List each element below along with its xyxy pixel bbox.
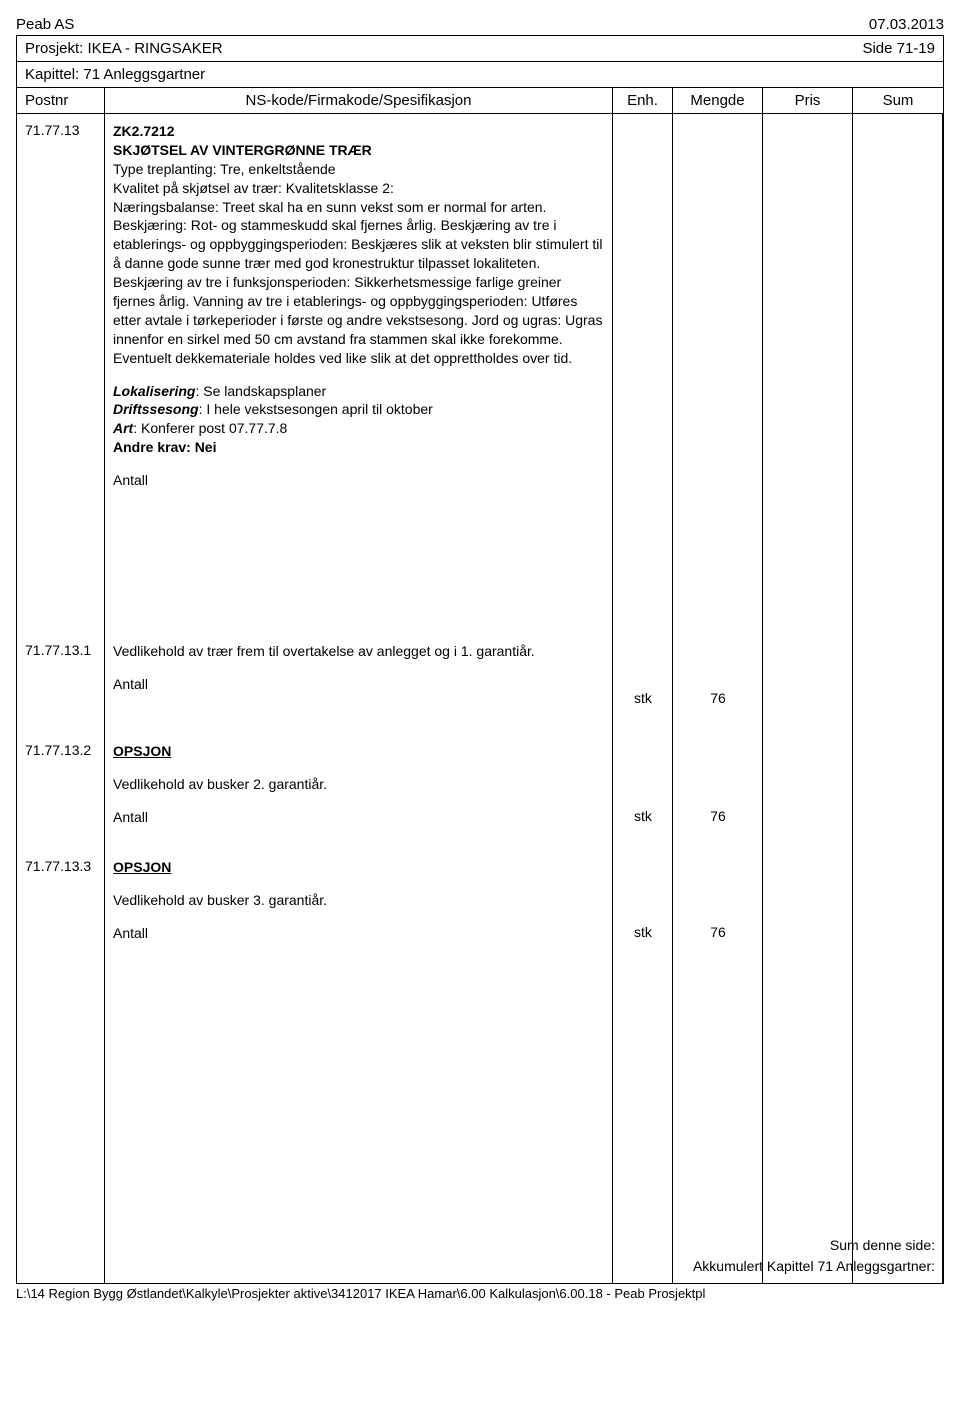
- antall-2: Antall: [113, 676, 148, 692]
- enh-13-3: stk: [613, 850, 673, 948]
- spec-71-77-13-3: OPSJON Vedlikehold av busker 3. garantiå…: [105, 850, 613, 948]
- page-number: Side 71-19: [862, 40, 935, 57]
- project-header: Prosjekt: IKEA - RINGSAKER Side 71-19: [16, 35, 944, 62]
- footer-path: L:\14 Region Bygg Østlandet\Kalkyle\Pros…: [16, 1286, 944, 1301]
- col-postnr: Postnr: [17, 88, 105, 113]
- body-text: Type treplanting: Tre, enkeltstående Kva…: [113, 161, 602, 366]
- enh-val-13-3: stk: [634, 924, 652, 940]
- andre-krav: Andre krav: Nei: [113, 439, 216, 455]
- driftssesong-value: : I hele vekstsesongen april til oktober: [199, 401, 433, 417]
- opsjon-2: OPSJON: [113, 743, 171, 759]
- antall-3: Antall: [113, 809, 148, 825]
- spec-71-77-13-2: OPSJON Vedlikehold av busker 2. garantiå…: [105, 734, 613, 832]
- row-71-77-13-3: 71.77.13.3 OPSJON Vedlikehold av busker …: [17, 850, 943, 948]
- col-sum: Sum: [853, 88, 943, 113]
- enh-13-2: stk: [613, 734, 673, 832]
- project-label: Prosjekt: IKEA - RINGSAKER: [25, 40, 223, 57]
- column-headers: Postnr NS-kode/Firmakode/Spesifikasjon E…: [16, 88, 944, 114]
- art-value: : Konferer post 07.77.7.8: [133, 420, 287, 436]
- company-name: Peab AS: [16, 16, 74, 33]
- row-71-77-13-1: 71.77.13.1 Vedlikehold av trær frem til …: [17, 634, 943, 714]
- postnr-71-77-13-2: 71.77.13.2: [17, 734, 105, 832]
- lokalisering-label: Lokalisering: [113, 383, 195, 399]
- col-mengde: Mengde: [673, 88, 763, 113]
- row-71-77-13-2: 71.77.13.2 OPSJON Vedlikehold av busker …: [17, 734, 943, 832]
- chapter-label: Kapittel: 71 Anleggsgartner: [25, 66, 205, 83]
- mengde-val-13-1: 76: [710, 690, 726, 706]
- spec-71-77-13-1: Vedlikehold av trær frem til overtakelse…: [105, 634, 613, 714]
- mengde-val-13-2: 76: [710, 808, 726, 824]
- mengde-empty-1: [673, 114, 763, 490]
- footer-summary: Sum denne side: Akkumulert Kapittel 71 A…: [693, 1235, 935, 1277]
- mengde-13-2: 76: [673, 734, 763, 832]
- lokalisering-value: : Se landskapsplaner: [195, 383, 326, 399]
- mengde-13-3: 76: [673, 850, 763, 948]
- mengde-val-13-3: 76: [710, 924, 726, 940]
- opsjon-3: OPSJON: [113, 859, 171, 875]
- col-spec: NS-kode/Firmakode/Spesifikasjon: [105, 88, 613, 113]
- postnr-71-77-13-3: 71.77.13.3: [17, 850, 105, 948]
- enh-13-1: stk: [613, 634, 673, 714]
- postnr-71-77-13-1: 71.77.13.1: [17, 634, 105, 714]
- document-date: 07.03.2013: [869, 16, 944, 33]
- text-13-3: Vedlikehold av busker 3. garantiår.: [113, 892, 327, 908]
- antall-4: Antall: [113, 925, 148, 941]
- enh-val-13-2: stk: [634, 808, 652, 824]
- code-zk2-7212: ZK2.7212: [113, 123, 174, 139]
- driftssesong-label: Driftssesong: [113, 401, 199, 417]
- page: Peab AS 07.03.2013 Prosjekt: IKEA - RING…: [0, 0, 960, 1407]
- title-skjotsel: SKJØTSEL AV VINTERGRØNNE TRÆR: [113, 142, 372, 158]
- enh-empty-1: [613, 114, 673, 490]
- enh-val-13-1: stk: [634, 690, 652, 706]
- text-13-1: Vedlikehold av trær frem til overtakelse…: [113, 643, 535, 659]
- art-label: Art: [113, 420, 133, 436]
- header-top: Peab AS 07.03.2013: [16, 16, 944, 33]
- row-71-77-13: 71.77.13 ZK2.7212 SKJØTSEL AV VINTERGRØN…: [17, 114, 943, 490]
- col-pris: Pris: [763, 88, 853, 113]
- mengde-13-1: 76: [673, 634, 763, 714]
- akkumulert: Akkumulert Kapittel 71 Anleggsgartner:: [693, 1256, 935, 1277]
- body-grid: 71.77.13 ZK2.7212 SKJØTSEL AV VINTERGRØN…: [16, 114, 944, 1284]
- antall-1: Antall: [113, 472, 148, 488]
- sum-denne-side: Sum denne side:: [693, 1235, 935, 1256]
- text-13-2: Vedlikehold av busker 2. garantiår.: [113, 776, 327, 792]
- col-enh: Enh.: [613, 88, 673, 113]
- chapter-header: Kapittel: 71 Anleggsgartner: [16, 62, 944, 88]
- postnr-71-77-13: 71.77.13: [17, 114, 105, 490]
- spec-71-77-13: ZK2.7212 SKJØTSEL AV VINTERGRØNNE TRÆR T…: [105, 114, 613, 490]
